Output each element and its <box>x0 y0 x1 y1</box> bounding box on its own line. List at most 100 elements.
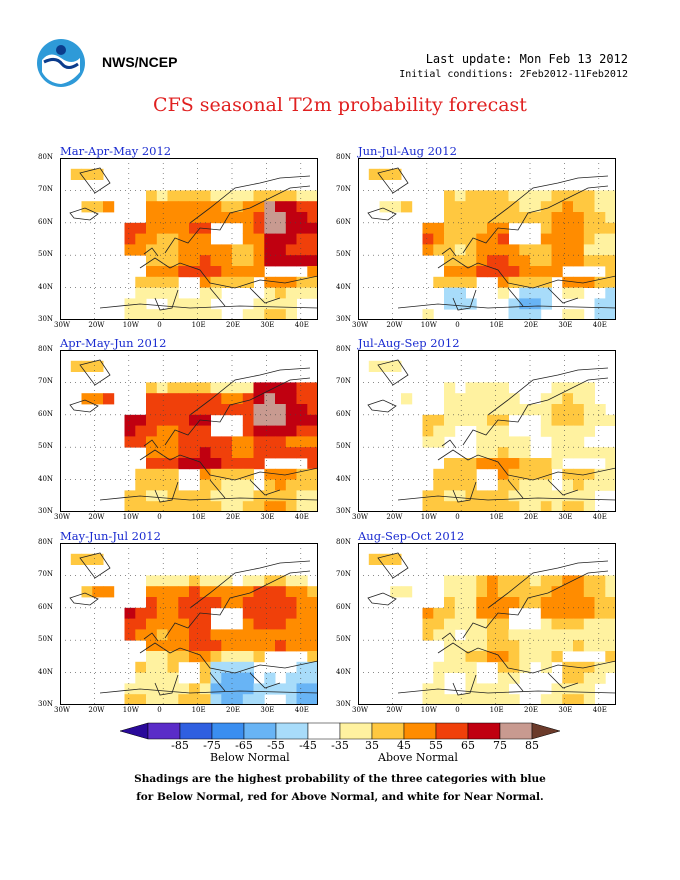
forecast-map <box>60 543 318 705</box>
lon-tick-label: 10W <box>122 321 139 329</box>
lon-tick-label: 10E <box>489 706 504 714</box>
lon-tick-label: 30W <box>352 321 369 329</box>
colorbar-tick-label: 65 <box>461 739 475 752</box>
colorbar-tick-label: 45 <box>397 739 411 752</box>
lon-tick-label: 10W <box>420 706 437 714</box>
lon-tick-label: 10W <box>420 321 437 329</box>
lat-tick-label: 70N <box>336 377 352 386</box>
lat-tick-label: 50N <box>38 250 54 259</box>
lon-tick-label: 20W <box>88 513 105 521</box>
lat-tick-label: 50N <box>336 635 352 644</box>
forecast-map <box>358 350 616 512</box>
page-title: CFS seasonal T2m probability forecast <box>153 94 527 116</box>
lon-tick-label: 30E <box>260 321 275 329</box>
lon-tick-label: 30E <box>558 321 573 329</box>
lat-tick-label: 80N <box>38 153 54 161</box>
lat-tick-label: 50N <box>38 442 54 451</box>
lon-tick-label: 40E <box>592 513 607 521</box>
lon-tick-label: 0 <box>157 513 162 521</box>
lon-tick-label: 20W <box>88 321 105 329</box>
colorbar-swatch <box>371 722 405 740</box>
colorbar-tick-label: 55 <box>429 739 443 752</box>
colorbar-swatch <box>435 722 469 740</box>
panel-title: May-Jun-Jul 2012 <box>60 529 161 543</box>
lon-tick-label: 30W <box>54 321 71 329</box>
lon-tick-label: 0 <box>455 706 460 714</box>
lon-tick-label: 0 <box>157 321 162 329</box>
colorbar-tick-label: -45 <box>299 739 317 752</box>
lon-tick-label: 40E <box>592 321 607 329</box>
lon-tick-label: 30W <box>54 513 71 521</box>
lon-tick-label: 20W <box>386 706 403 714</box>
lon-tick-label: 40E <box>294 706 309 714</box>
lat-tick-label: 80N <box>38 345 54 353</box>
panel-title: Mar-Apr-May 2012 <box>60 144 172 158</box>
lon-tick-label: 10W <box>122 706 139 714</box>
forecast-map <box>60 350 318 512</box>
panel-title: Aug-Sep-Oct 2012 <box>358 529 465 543</box>
panel-title: Apr-May-Jun 2012 <box>60 336 167 350</box>
lon-tick-label: 20E <box>524 321 539 329</box>
lat-tick-label: 60N <box>38 217 54 226</box>
lon-tick-label: 30E <box>260 513 275 521</box>
colorbar-swatch <box>499 722 533 740</box>
lon-tick-label: 30W <box>352 513 369 521</box>
lon-tick-label: 30E <box>558 706 573 714</box>
forecast-map <box>60 158 318 320</box>
lon-tick-label: 20E <box>226 513 241 521</box>
lat-tick-label: 80N <box>336 153 352 161</box>
colorbar-tick-label: -65 <box>235 739 253 752</box>
panel-title: Jun-Jul-Aug 2012 <box>358 144 457 158</box>
colorbar-swatch <box>275 722 309 740</box>
lon-tick-label: 0 <box>455 513 460 521</box>
lat-tick-label: 70N <box>38 377 54 386</box>
lat-tick-label: 30N <box>336 315 352 323</box>
lat-tick-label: 80N <box>336 345 352 353</box>
colorbar-swatch <box>403 722 437 740</box>
colorbar-low-arrow <box>120 722 149 740</box>
colorbar-tick-label: 35 <box>365 739 379 752</box>
lon-tick-label: 0 <box>455 321 460 329</box>
lat-tick-label: 40N <box>336 282 352 291</box>
lat-tick-label: 40N <box>336 667 352 676</box>
lat-tick-label: 40N <box>336 474 352 483</box>
lon-tick-label: 0 <box>157 706 162 714</box>
lon-tick-label: 20W <box>386 321 403 329</box>
lat-tick-label: 30N <box>336 700 352 708</box>
colorbar-swatch <box>339 722 373 740</box>
lon-tick-label: 20E <box>226 706 241 714</box>
initial-conditions: Initial conditions: 2Feb2012-11Feb2012 <box>399 69 628 80</box>
lat-tick-label: 30N <box>336 507 352 515</box>
lon-tick-label: 30E <box>260 706 275 714</box>
below-normal-label: Below Normal <box>210 751 290 764</box>
color-scale <box>120 722 560 740</box>
lat-tick-label: 80N <box>336 538 352 546</box>
lat-tick-label: 60N <box>38 602 54 611</box>
lon-tick-label: 40E <box>294 513 309 521</box>
forecast-map <box>358 543 616 705</box>
colorbar-tick-label: -55 <box>267 739 285 752</box>
lon-tick-label: 10W <box>122 513 139 521</box>
lon-tick-label: 30W <box>54 706 71 714</box>
lon-tick-label: 10E <box>489 321 504 329</box>
colorbar-tick-label: -85 <box>171 739 189 752</box>
lat-tick-label: 70N <box>336 185 352 194</box>
lat-tick-label: 30N <box>38 700 54 708</box>
lat-tick-label: 50N <box>336 250 352 259</box>
org-name: NWS/NCEP <box>102 54 178 70</box>
lon-tick-label: 20W <box>88 706 105 714</box>
forecast-map <box>358 158 616 320</box>
lat-tick-label: 60N <box>336 217 352 226</box>
colorbar-tick-label: 75 <box>493 739 507 752</box>
lon-tick-label: 10E <box>191 706 206 714</box>
lat-tick-label: 80N <box>38 538 54 546</box>
lon-tick-label: 20W <box>386 513 403 521</box>
lat-tick-label: 70N <box>336 570 352 579</box>
colorbar-swatch <box>467 722 501 740</box>
lat-tick-label: 30N <box>38 315 54 323</box>
lon-tick-label: 30W <box>352 706 369 714</box>
color-scale-labels: -85 -75 -65 -55 -45 -35 35 45 55 65 75 85 <box>120 739 560 753</box>
lon-tick-label: 10E <box>191 321 206 329</box>
colorbar-swatch <box>179 722 213 740</box>
lon-tick-label: 20E <box>226 321 241 329</box>
